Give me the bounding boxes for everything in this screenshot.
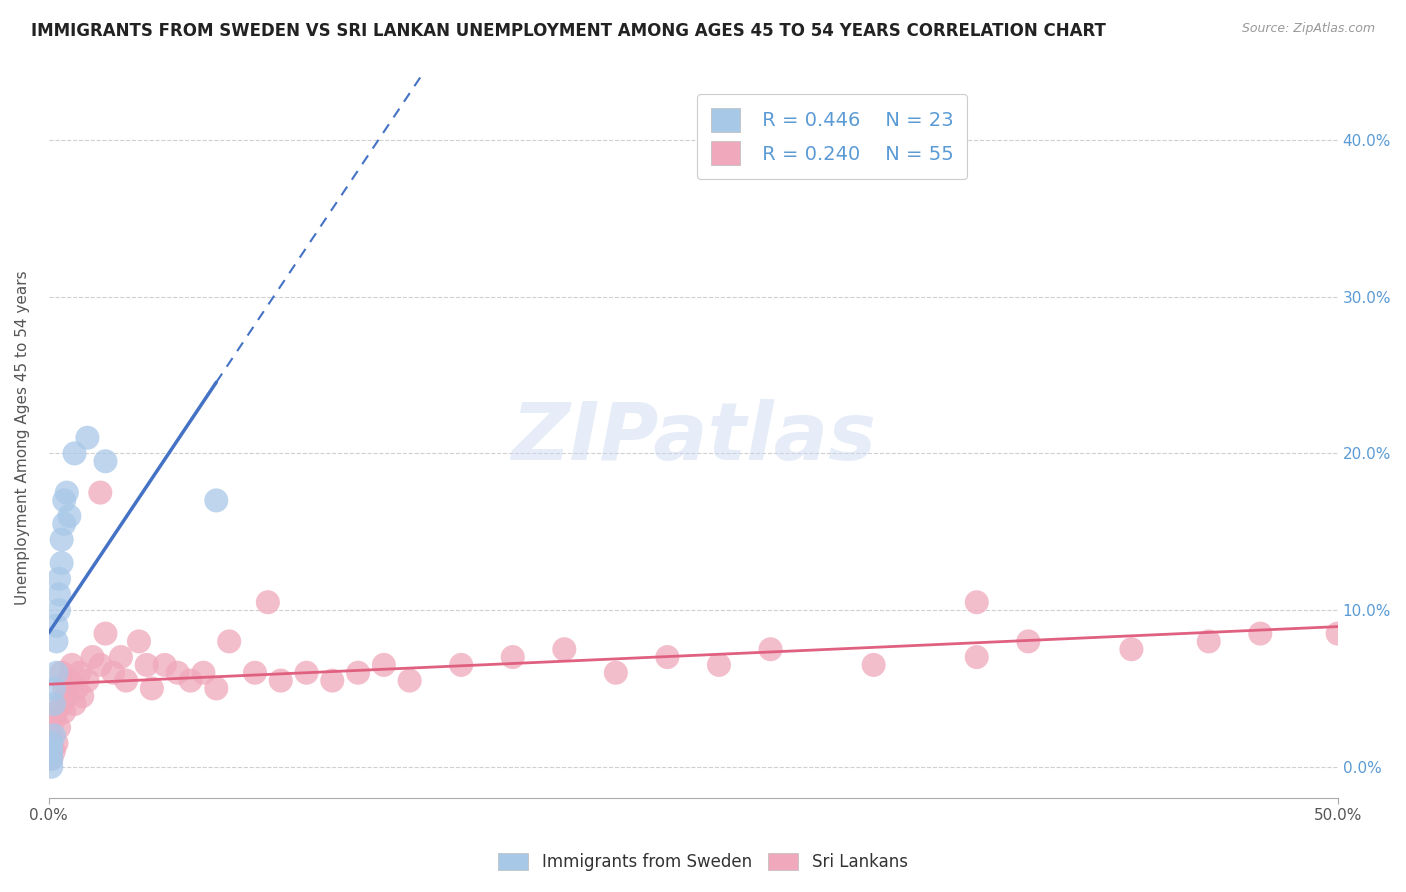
Text: ZIPatlas: ZIPatlas	[510, 399, 876, 476]
Point	[270, 673, 292, 688]
Text: Source: ZipAtlas.com: Source: ZipAtlas.com	[1241, 22, 1375, 36]
Point	[605, 665, 627, 680]
Point	[45, 665, 67, 680]
Point	[42, 728, 65, 742]
Point	[657, 650, 679, 665]
Point	[94, 626, 117, 640]
Point	[373, 657, 395, 672]
Point	[51, 665, 73, 680]
Point	[42, 681, 65, 696]
Point	[862, 657, 884, 672]
Point	[205, 493, 228, 508]
Legend: Immigrants from Sweden, Sri Lankans: Immigrants from Sweden, Sri Lankans	[489, 845, 917, 880]
Point	[1326, 626, 1348, 640]
Point	[48, 587, 70, 601]
Point	[76, 673, 98, 688]
Point	[1249, 626, 1271, 640]
Point	[41, 736, 63, 750]
Point	[502, 650, 524, 665]
Point	[58, 673, 80, 688]
Point	[76, 431, 98, 445]
Point	[41, 728, 63, 742]
Point	[94, 454, 117, 468]
Point	[72, 690, 94, 704]
Point	[295, 665, 318, 680]
Point	[53, 681, 76, 696]
Point	[51, 556, 73, 570]
Y-axis label: Unemployment Among Ages 45 to 54 years: Unemployment Among Ages 45 to 54 years	[15, 270, 30, 605]
Point	[128, 634, 150, 648]
Point	[41, 744, 63, 758]
Point	[45, 705, 67, 719]
Point	[103, 665, 125, 680]
Point	[63, 446, 86, 460]
Point	[759, 642, 782, 657]
Point	[180, 673, 202, 688]
Point	[56, 485, 79, 500]
Point	[48, 721, 70, 735]
Point	[45, 619, 67, 633]
Point	[60, 657, 83, 672]
Point	[42, 713, 65, 727]
Point	[66, 681, 89, 696]
Point	[41, 752, 63, 766]
Point	[141, 681, 163, 696]
Point	[218, 634, 240, 648]
Point	[966, 650, 988, 665]
Point	[166, 665, 188, 680]
Point	[193, 665, 215, 680]
Point	[89, 485, 111, 500]
Point	[553, 642, 575, 657]
Point	[82, 650, 104, 665]
Point	[1121, 642, 1143, 657]
Point	[1017, 634, 1039, 648]
Point	[110, 650, 132, 665]
Point	[56, 690, 79, 704]
Point	[115, 673, 138, 688]
Point	[243, 665, 266, 680]
Point	[45, 736, 67, 750]
Text: IMMIGRANTS FROM SWEDEN VS SRI LANKAN UNEMPLOYMENT AMONG AGES 45 TO 54 YEARS CORR: IMMIGRANTS FROM SWEDEN VS SRI LANKAN UNE…	[31, 22, 1105, 40]
Point	[42, 744, 65, 758]
Point	[347, 665, 370, 680]
Point	[63, 697, 86, 711]
Point	[450, 657, 472, 672]
Point	[321, 673, 343, 688]
Point	[153, 657, 176, 672]
Point	[41, 760, 63, 774]
Point	[48, 572, 70, 586]
Point	[89, 657, 111, 672]
Point	[41, 752, 63, 766]
Point	[966, 595, 988, 609]
Point	[53, 705, 76, 719]
Point	[53, 493, 76, 508]
Point	[707, 657, 730, 672]
Point	[48, 603, 70, 617]
Point	[135, 657, 157, 672]
Point	[257, 595, 280, 609]
Point	[53, 516, 76, 531]
Point	[398, 673, 420, 688]
Point	[51, 533, 73, 547]
Point	[51, 697, 73, 711]
Point	[1198, 634, 1220, 648]
Point	[45, 634, 67, 648]
Point	[42, 697, 65, 711]
Point	[205, 681, 228, 696]
Point	[69, 665, 91, 680]
Legend:  R = 0.446    N = 23,  R = 0.240    N = 55: R = 0.446 N = 23, R = 0.240 N = 55	[697, 95, 967, 178]
Point	[58, 509, 80, 524]
